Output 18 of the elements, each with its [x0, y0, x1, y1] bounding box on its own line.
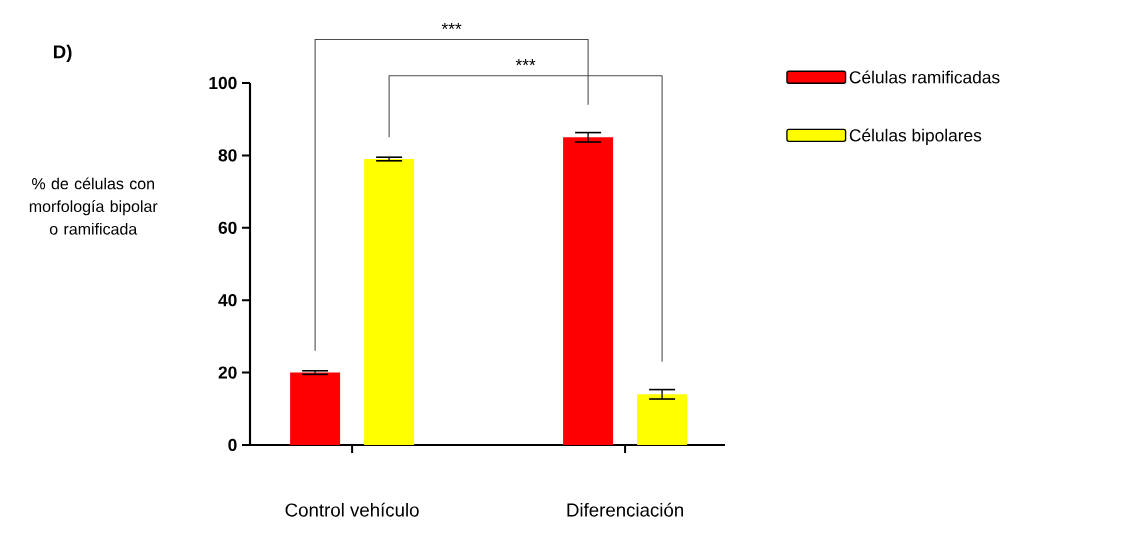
- bar: [364, 159, 415, 445]
- text: ***: [441, 22, 462, 30]
- text: D): [53, 44, 72, 63]
- text: ***: [515, 59, 536, 66]
- bar: [637, 394, 688, 445]
- y-axis-title: % de células con morfología bipolar o ramificada: [29, 177, 158, 235]
- legend-label: Células bipolares: [849, 128, 982, 145]
- y-tick-label: 20: [218, 366, 237, 379]
- bar: [290, 372, 341, 445]
- y-tick-label: 80: [218, 149, 237, 162]
- y-tick-label: 100: [209, 76, 237, 90]
- x-tick-label: Control vehículo: [285, 502, 419, 517]
- y-tick-label: 40: [218, 294, 237, 307]
- y-tick-label: 60: [218, 221, 237, 234]
- bar: [563, 137, 614, 445]
- y-tick-label: 0: [228, 438, 237, 452]
- legend-label: Células ramificadas: [849, 70, 1000, 84]
- x-tick-label: Diferenciación: [567, 502, 683, 517]
